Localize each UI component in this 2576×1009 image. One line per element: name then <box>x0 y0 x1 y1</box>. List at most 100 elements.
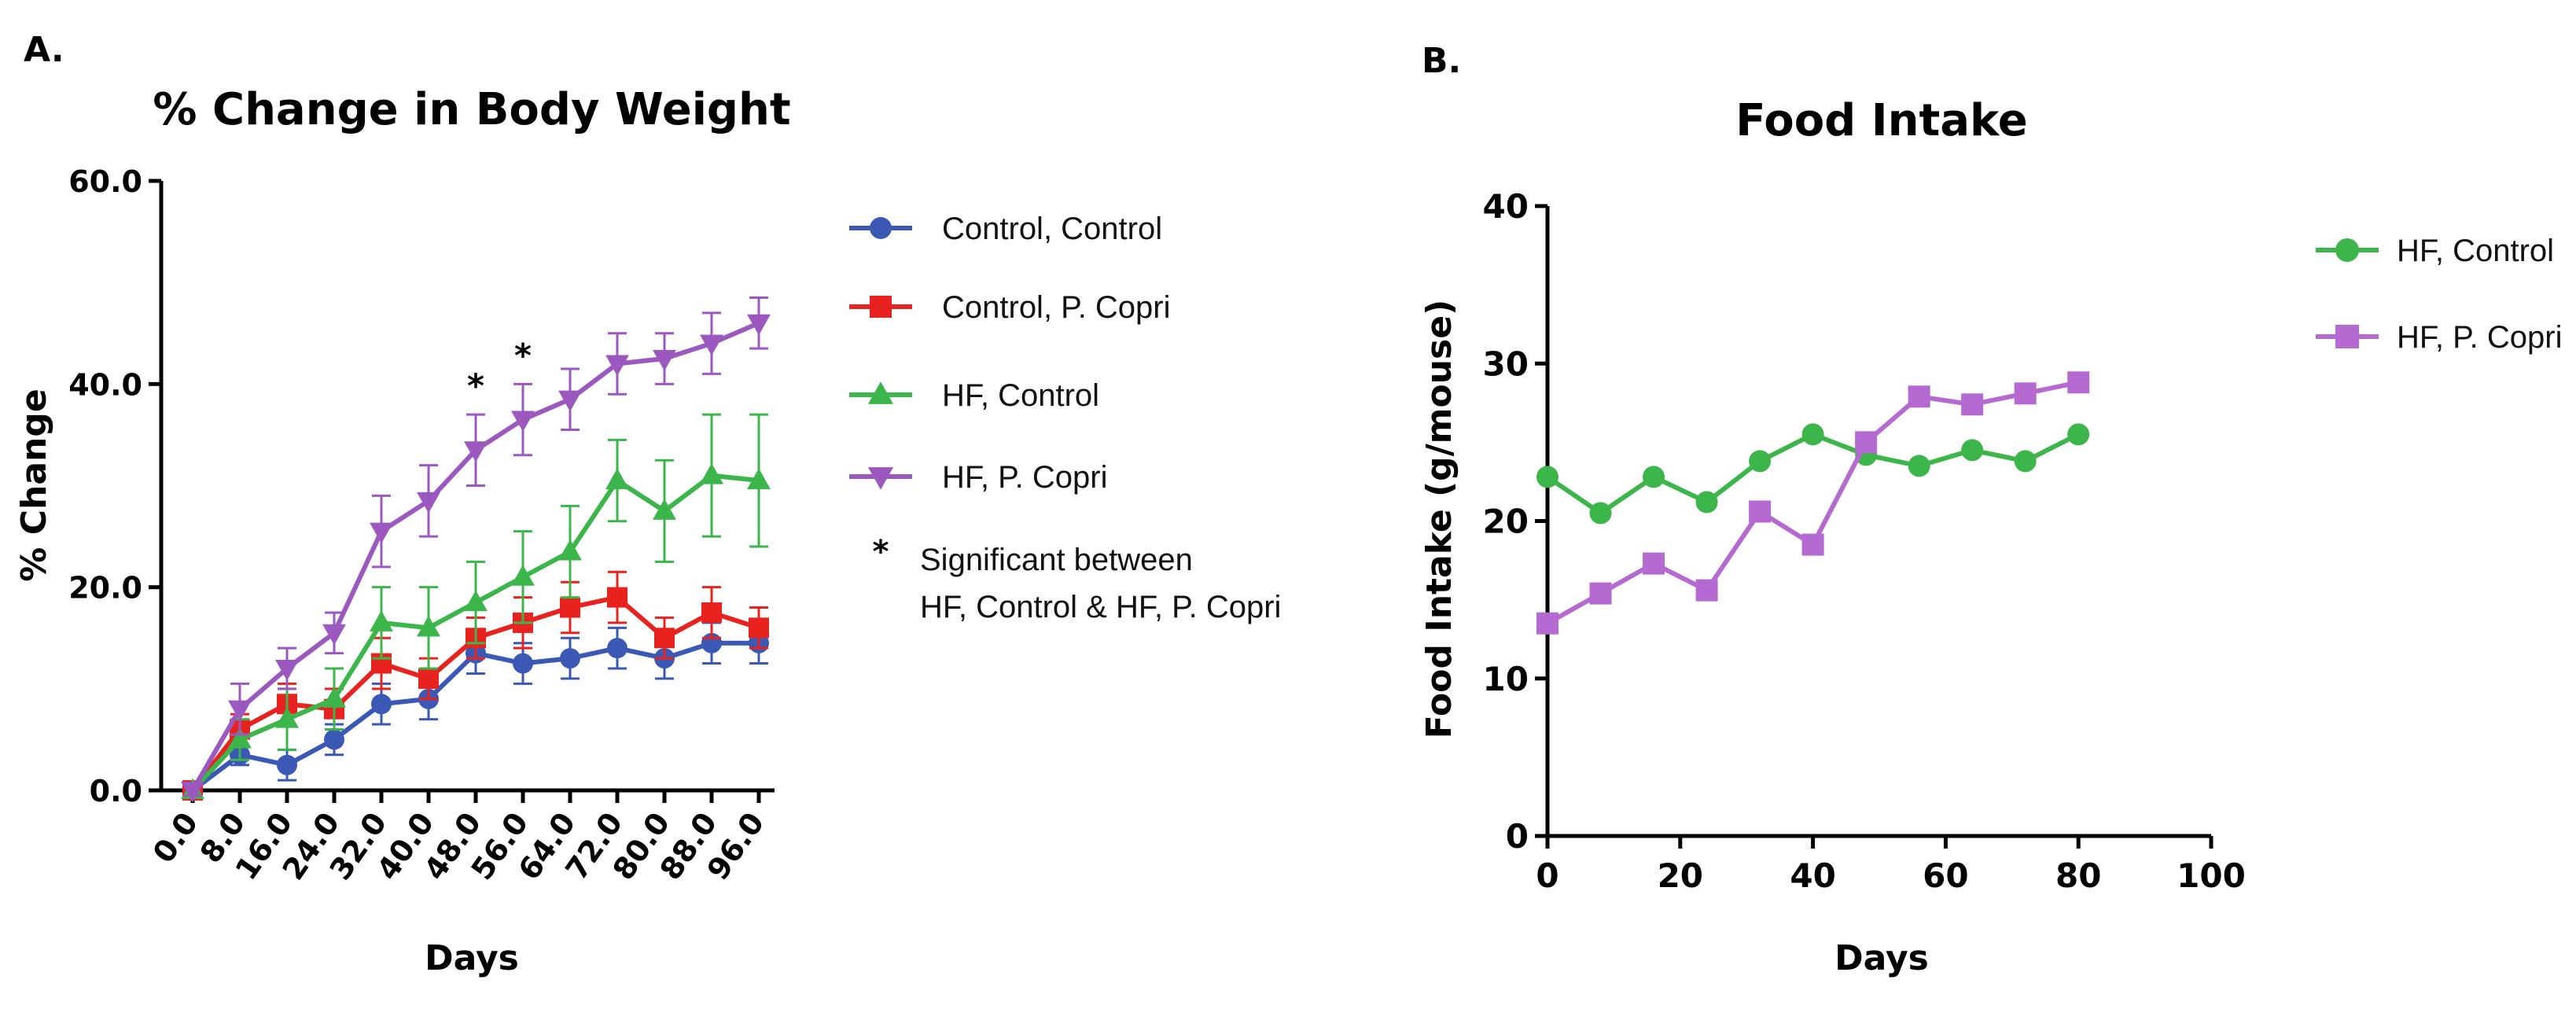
chart-a-data-point <box>511 411 535 433</box>
chart-b-x-tick-label: 60 <box>1923 856 1968 895</box>
chart-b-x-tick-label: 0 <box>1536 856 1558 895</box>
panel-a-label: A. <box>24 30 64 70</box>
chart-a-data-point <box>653 349 676 371</box>
legend-a-swatch-marker <box>870 296 892 318</box>
chart-a-significance-marker: * <box>514 336 532 374</box>
chart-b-data-point <box>1589 502 1612 525</box>
legend-b-item: HF, Control <box>2316 234 2554 268</box>
chart-b-y-label: Food Intake (g/mouse) <box>1419 300 1459 738</box>
chart-b-data-point <box>1643 466 1665 488</box>
chart-b-y-tick-label: 10 <box>1483 660 1529 698</box>
chart-a-data-point <box>275 659 299 681</box>
chart-a-data-point <box>558 390 582 412</box>
chart-a-data-point <box>747 314 771 336</box>
chart-a-data-point <box>322 624 346 646</box>
chart-b-data-point <box>1801 533 1824 556</box>
chart-a-data-point <box>228 700 252 722</box>
legend-b-swatch-marker <box>2335 238 2359 262</box>
chart-a-data-point <box>560 648 580 669</box>
chart-a-data-point <box>275 706 299 728</box>
chart-a-legend: Control, Control Control, P. Copri HF, Con… <box>849 212 1281 624</box>
chart-a-data-point <box>605 468 629 490</box>
legend-b-swatch-marker <box>2335 325 2359 348</box>
chart-a-data-point <box>464 590 488 612</box>
legend-a-item: Control, P. Copri <box>849 290 1171 325</box>
chart-b-x-tick-label: 40 <box>1790 856 1835 895</box>
chart-b-series-line <box>1546 380 2079 626</box>
chart-a-data-point <box>181 781 204 803</box>
chart-food-intake: Food Intake Food Intake (g/mouse) Days 0… <box>1419 95 2246 978</box>
legend-a-item: HF, Control <box>849 378 1099 413</box>
chart-a-data-point <box>654 628 675 649</box>
chart-a-y-tick-label: 60.0 <box>68 164 142 199</box>
legend-a-label: HF, P. Copri <box>942 460 1107 495</box>
chart-body-weight: % Change in Body Weight % Change Days 0.… <box>14 84 791 978</box>
legend-b-label: HF, P. Copri <box>2397 320 2562 355</box>
legend-a-note-symbol: * <box>873 534 889 570</box>
chart-b-data-point <box>1536 612 1558 635</box>
chart-b-data-point <box>1695 491 1718 514</box>
chart-b-data-point <box>1801 423 1824 446</box>
chart-a-data-point <box>277 754 297 775</box>
chart-b-data-point <box>1908 385 1930 408</box>
chart-b-data-point <box>1908 455 1930 477</box>
chart-b-data-point <box>1643 552 1665 575</box>
legend-a-item: HF, P. Copri <box>849 460 1107 495</box>
chart-b-data-point <box>1961 439 1984 462</box>
chart-b-data-point <box>1536 466 1558 488</box>
chart-a-data-point <box>418 668 439 689</box>
chart-a-significance-marker: * <box>467 366 484 405</box>
legend-b-item: HF, P. Copri <box>2316 320 2562 355</box>
legend-a-swatch-marker <box>867 381 894 404</box>
chart-a-data-point <box>324 729 344 750</box>
legend-a-label: HF, Control <box>942 378 1099 413</box>
chart-b-data-point <box>2067 423 2090 446</box>
chart-a-data-point <box>417 615 440 637</box>
chart-a-x-tick-label: 0.0 <box>146 806 205 869</box>
chart-b-series-line <box>1546 432 2080 516</box>
chart-a-data-point <box>700 462 723 484</box>
chart-a-data-point <box>607 638 627 659</box>
chart-a-title: % Change in Body Weight <box>153 84 790 135</box>
chart-a-data-point <box>370 522 393 544</box>
chart-b-data-point <box>2014 450 2037 473</box>
chart-a-x-label: Days <box>425 938 519 978</box>
legend-a-note-line2: HF, Control & HF, P. Copri <box>920 590 1281 624</box>
chart-a-y-tick-label: 20.0 <box>68 571 142 606</box>
chart-b-data-point <box>1695 579 1718 602</box>
chart-a-data-point <box>370 610 393 632</box>
chart-b-x-tick-label: 100 <box>2177 856 2246 895</box>
chart-b-data-point <box>1855 431 1878 454</box>
chart-a-data-point <box>701 602 722 623</box>
chart-a-data-point <box>700 334 723 356</box>
chart-b-series-1 <box>1536 423 2090 525</box>
chart-b-data-point <box>1749 500 1772 523</box>
chart-b-data-point <box>2067 371 2090 394</box>
legend-a-swatch-marker <box>867 467 894 490</box>
legend-a-label: Control, Control <box>942 212 1162 246</box>
chart-b-y-tick-label: 30 <box>1483 344 1529 383</box>
chart-a-data-point <box>322 687 346 708</box>
chart-a-data-point <box>653 499 676 520</box>
legend-b-label: HF, Control <box>2397 234 2554 268</box>
chart-b-x-tick-label: 80 <box>2055 856 2101 895</box>
chart-a-data-point <box>605 355 629 377</box>
chart-a-data-point <box>749 617 769 639</box>
chart-a-y-label: % Change <box>14 389 54 581</box>
chart-a-y-tick-label: 0.0 <box>90 774 142 808</box>
chart-b-x-tick-label: 20 <box>1658 856 1703 895</box>
chart-a-data-point <box>371 694 392 715</box>
chart-b-data-point <box>1749 450 1772 473</box>
chart-b-data-point <box>2014 382 2037 405</box>
panel-b-label: B. <box>1422 41 1461 81</box>
chart-b-series-2 <box>1536 371 2090 635</box>
chart-a-data-point <box>560 597 580 618</box>
chart-a-y-tick-label: 40.0 <box>68 367 142 402</box>
legend-a-swatch-marker <box>870 217 892 239</box>
chart-a-data-point <box>607 587 627 608</box>
chart-a-data-point <box>417 492 440 514</box>
chart-b-data-point <box>1961 393 1984 416</box>
chart-a-data-point <box>747 468 771 490</box>
legend-a-note-line1: Significant between <box>920 543 1193 577</box>
